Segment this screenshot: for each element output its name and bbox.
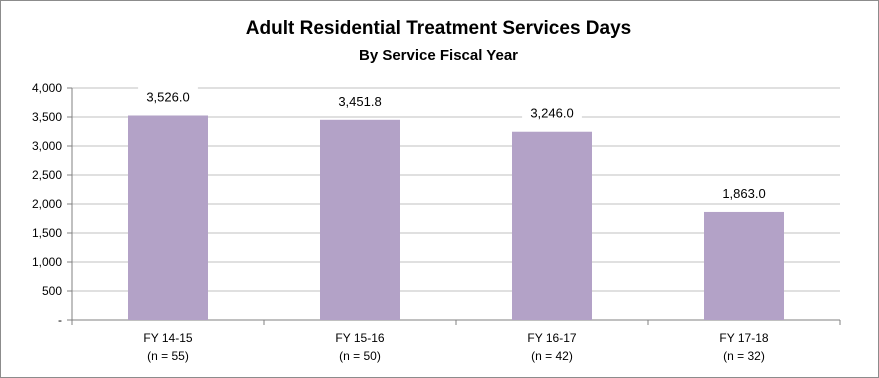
x-category-label: FY 14-15 (143, 331, 192, 345)
bar (512, 131, 592, 320)
bar (320, 119, 400, 321)
data-label-background (522, 103, 582, 122)
y-tick-label: 3,000 (32, 139, 62, 153)
x-category-label: FY 17-18 (719, 331, 768, 345)
data-label-background (138, 87, 198, 106)
y-tick-label: 500 (42, 284, 62, 298)
data-label: 3,246.0 (530, 106, 573, 121)
bars (128, 115, 784, 321)
y-tick-label: 3,500 (32, 110, 62, 124)
bar (704, 211, 784, 320)
y-tick-label: 2,000 (32, 197, 62, 211)
y-tick-label: 2,500 (32, 168, 62, 182)
x-category-label: FY 15-16 (335, 331, 384, 345)
x-category-label: FY 16-17 (527, 331, 576, 345)
labels: 3,526.0 FY 14-15 (n = 55) 3,451.8 FY 15-16 (n… (138, 87, 774, 363)
x-category-note: (n = 50) (339, 349, 381, 363)
y-tick-label: 1,000 (32, 255, 62, 269)
chart-subtitle: By Service Fiscal Year (358, 47, 518, 64)
data-label-background (330, 91, 390, 110)
bar (128, 115, 208, 320)
data-label-background (714, 183, 774, 202)
x-category-note: (n = 55) (147, 349, 189, 363)
chart-title: Adult Residential Treatment Services Day… (245, 18, 632, 39)
data-label: 3,451.8 (338, 94, 381, 109)
y-tick-label: 1,500 (32, 226, 62, 240)
x-category-note: (n = 32) (723, 349, 765, 363)
y-tick-label: - (58, 313, 62, 327)
x-category-note: (n = 42) (531, 349, 573, 363)
data-label: 1,863.0 (722, 186, 765, 201)
y-tick-label: 4,000 (32, 81, 62, 95)
data-label: 3,526.0 (146, 89, 189, 104)
